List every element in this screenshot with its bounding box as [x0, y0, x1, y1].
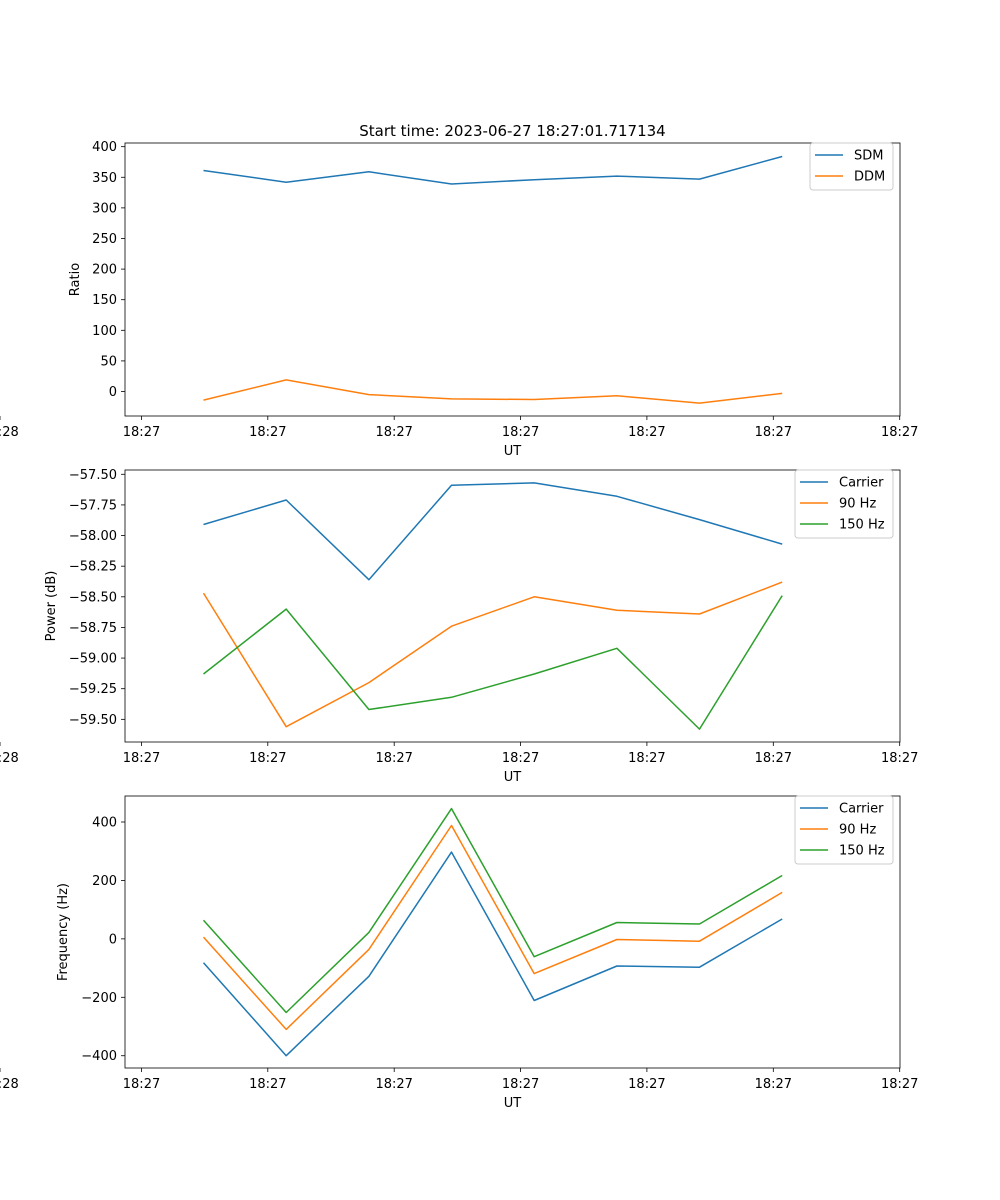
legend: Carrier 90 Hz 150 Hz	[794, 469, 894, 539]
y-tick-label: −59.25	[69, 682, 117, 697]
y-tick-label: 100	[92, 324, 117, 339]
x-tick-label: 18:27	[375, 1077, 412, 1092]
panel-frequency: 18:27 18:27 18:27 18:27 18:27 18:27 18:27 18:28…	[0, 795, 918, 1111]
y-tick-label: −59.00	[69, 652, 117, 667]
y-tick-label: 0	[109, 385, 117, 400]
x-tick-label: 18:27	[375, 425, 412, 440]
legend: SDM DDM	[809, 142, 894, 191]
series-line-carrier	[203, 482, 783, 581]
y-axis-label: Ratio	[68, 263, 83, 296]
series-line-150-hz	[203, 595, 783, 730]
x-axis-label: UT	[504, 1096, 522, 1111]
legend-label: 150 Hz	[839, 844, 885, 859]
y-tick-label: −58.75	[69, 621, 117, 636]
x-tick-label: 18:27	[755, 1077, 792, 1092]
y-tick-label: 300	[92, 201, 117, 216]
legend-label: 90 Hz	[839, 497, 876, 512]
y-tick-label: −400	[81, 1049, 117, 1064]
x-tick-label: 18:27	[881, 1077, 918, 1092]
x-tick-label: 18:27	[628, 751, 665, 766]
legend-label: 150 Hz	[839, 518, 885, 533]
y-tick-label: −200	[81, 991, 117, 1006]
legend-label: DDM	[854, 170, 885, 185]
series-line-90-hz	[202, 581, 783, 728]
y-tick-label: 0	[109, 932, 117, 947]
legend-box	[794, 469, 894, 539]
series-line-carrier	[202, 851, 783, 1057]
x-tick-label: 18:27	[123, 1077, 160, 1092]
y-tick-label: 400	[92, 140, 117, 155]
axes-frame	[124, 469, 901, 743]
x-axis-label: UT	[504, 444, 522, 459]
legend-label: Carrier	[839, 802, 884, 817]
x-tick-label: 18:27	[502, 1077, 539, 1092]
x-tick-label: 18:27	[628, 1077, 665, 1092]
x-tick-label: 18:27	[249, 751, 286, 766]
x-tick-label: 18:27	[123, 425, 160, 440]
series-line-ddm	[203, 379, 783, 404]
legend-label: SDM	[854, 149, 883, 164]
figure-title: Start time: 2023-06-27 18:27:01.717134	[359, 122, 665, 140]
y-tick-label: −57.50	[69, 468, 117, 483]
panel-ratio: 18:27 18:27 18:27 18:27 18:27 18:27 18:27 18:28…	[0, 140, 918, 459]
x-tick-label: 18:27	[502, 425, 539, 440]
y-tick-label: 200	[92, 263, 117, 278]
series-line-sdm	[203, 155, 783, 185]
y-tick-label: −57.75	[69, 498, 117, 513]
axes-frame	[124, 795, 901, 1069]
y-tick-label: 400	[92, 816, 117, 831]
y-axis-label: Power (dB)	[44, 571, 59, 642]
x-tick-label: 18:28	[0, 751, 19, 766]
y-tick-label: 50	[100, 354, 117, 369]
panel-power: 18:27 18:27 18:27 18:27 18:27 18:27 18:27 18:28…	[0, 468, 918, 785]
y-tick-label: 350	[92, 171, 117, 186]
y-tick-label: −59.50	[69, 713, 117, 728]
legend: Carrier 90 Hz 150 Hz	[794, 795, 894, 865]
x-tick-label: 18:28	[0, 1077, 19, 1092]
x-tick-label: 18:28	[0, 425, 19, 440]
x-tick-label: 18:27	[755, 425, 792, 440]
y-tick-label: −58.50	[69, 590, 117, 605]
y-tick-label: 200	[92, 874, 117, 889]
series-line-90-hz	[202, 824, 783, 1031]
x-tick-label: 18:27	[881, 751, 918, 766]
x-tick-label: 18:27	[249, 1077, 286, 1092]
x-tick-label: 18:27	[502, 751, 539, 766]
x-tick-label: 18:27	[881, 425, 918, 440]
legend-box	[794, 795, 894, 865]
y-axis-label: Frequency (Hz)	[56, 883, 71, 981]
legend-label: Carrier	[839, 476, 884, 491]
x-tick-label: 18:27	[123, 751, 160, 766]
axes-frame	[124, 142, 901, 417]
x-axis-label: UT	[504, 770, 522, 785]
legend-label: 90 Hz	[839, 823, 876, 838]
x-tick-label: 18:27	[375, 751, 412, 766]
x-tick-label: 18:27	[628, 425, 665, 440]
x-tick-label: 18:27	[249, 425, 286, 440]
x-tick-label: 18:27	[755, 751, 792, 766]
y-tick-label: 250	[92, 232, 117, 247]
y-tick-label: −58.25	[69, 560, 117, 575]
y-tick-label: 150	[92, 293, 117, 308]
series-line-150-hz	[202, 807, 783, 1014]
y-tick-label: −58.00	[69, 529, 117, 544]
